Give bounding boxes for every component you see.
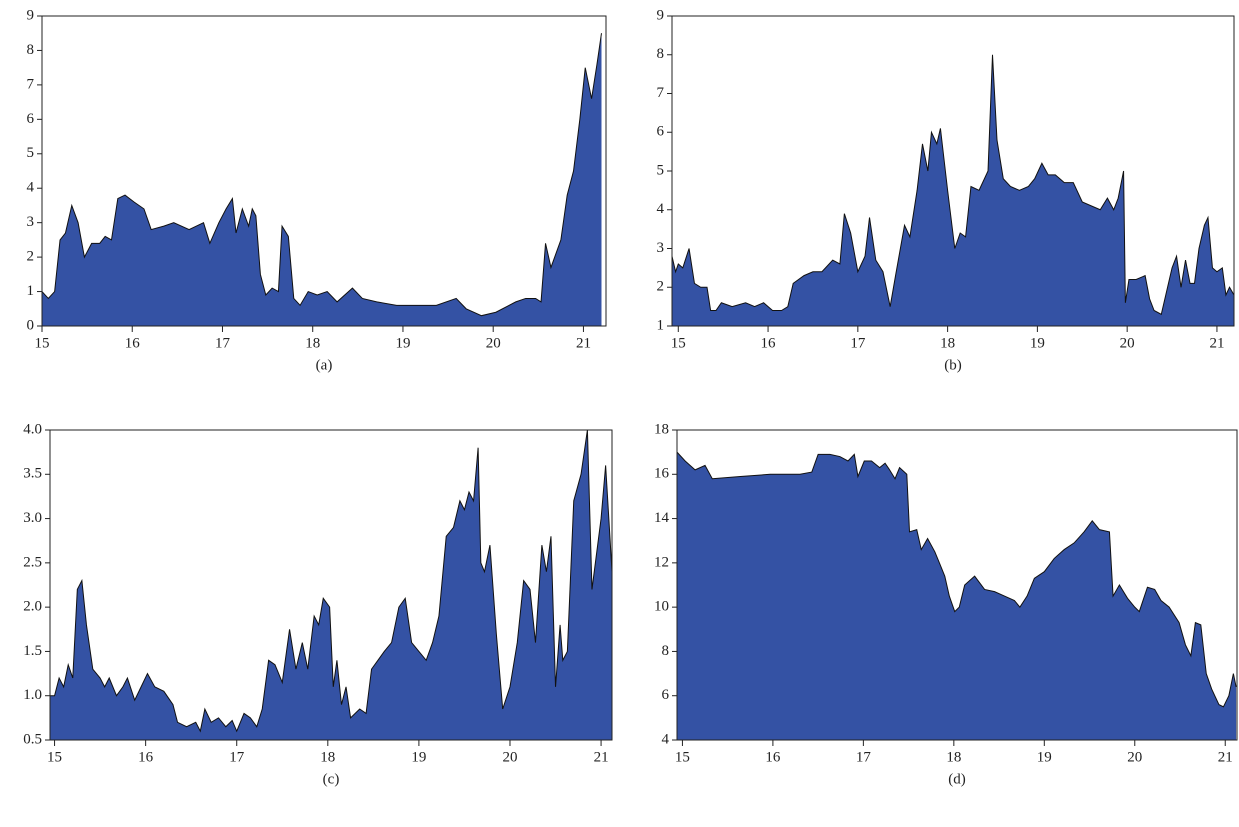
x-tick-label: 16 bbox=[761, 335, 777, 351]
caption: (d) bbox=[948, 771, 966, 787]
y-tick-label: 6 bbox=[27, 111, 35, 127]
x-tick-label: 21 bbox=[1209, 335, 1224, 351]
y-tick-label: 1 bbox=[27, 283, 35, 299]
y-tick-label: 1 bbox=[657, 317, 665, 333]
area-outline bbox=[41, 33, 602, 317]
y-tick-label: 9 bbox=[27, 7, 35, 23]
y-tick-label: 1.5 bbox=[23, 643, 42, 659]
y-tick-label: 2 bbox=[27, 249, 35, 265]
x-tick-label: 18 bbox=[946, 749, 961, 765]
y-tick-label: 2.0 bbox=[23, 599, 42, 615]
caption: (c) bbox=[323, 771, 340, 787]
x-tick-label: 21 bbox=[1218, 749, 1233, 765]
y-tick-label: 6 bbox=[657, 124, 665, 140]
x-tick-label: 16 bbox=[765, 749, 781, 765]
plot-frame bbox=[49, 429, 613, 741]
x-tick-label: 18 bbox=[320, 749, 335, 765]
y-tick-label: 1.0 bbox=[23, 687, 42, 703]
area-outline bbox=[671, 54, 1235, 316]
x-tick-label: 16 bbox=[138, 749, 154, 765]
caption: (b) bbox=[944, 357, 962, 373]
y-tick-label: 14 bbox=[654, 510, 670, 526]
y-tick-label: 3.5 bbox=[23, 466, 42, 482]
plot-frame bbox=[676, 429, 1238, 741]
y-tick-label: 0.5 bbox=[23, 731, 42, 747]
y-tick-label: 5 bbox=[657, 162, 665, 178]
area bbox=[50, 430, 612, 740]
y-tick-label: 0 bbox=[27, 317, 35, 333]
x-tick-label: 20 bbox=[1127, 749, 1142, 765]
plot-frame bbox=[41, 15, 607, 327]
x-tick-label: 16 bbox=[125, 335, 141, 351]
caption: (a) bbox=[316, 357, 333, 373]
y-tick-label: 3 bbox=[27, 214, 35, 230]
x-tick-label: 15 bbox=[47, 749, 62, 765]
x-tick-label: 15 bbox=[35, 335, 50, 351]
y-tick-label: 5 bbox=[27, 145, 35, 161]
y-tick-label: 7 bbox=[657, 85, 665, 101]
x-tick-label: 21 bbox=[594, 749, 609, 765]
area-outline bbox=[676, 451, 1237, 708]
y-tick-label: 8 bbox=[657, 46, 665, 62]
area bbox=[672, 54, 1234, 326]
y-tick-label: 8 bbox=[662, 643, 670, 659]
y-tick-label: 4 bbox=[657, 201, 665, 217]
y-tick-label: 2 bbox=[657, 279, 665, 295]
y-tick-label: 12 bbox=[654, 554, 669, 570]
x-tick-label: 20 bbox=[1120, 335, 1135, 351]
x-tick-label: 20 bbox=[486, 335, 501, 351]
x-tick-label: 18 bbox=[940, 335, 955, 351]
y-tick-label: 3.0 bbox=[23, 510, 42, 526]
x-tick-label: 17 bbox=[229, 749, 245, 765]
x-tick-label: 19 bbox=[395, 335, 410, 351]
area-outline bbox=[50, 429, 613, 733]
x-tick-label: 19 bbox=[411, 749, 426, 765]
y-tick-label: 3 bbox=[657, 240, 665, 256]
y-tick-label: 4.0 bbox=[23, 421, 42, 437]
x-tick-label: 17 bbox=[215, 335, 231, 351]
y-tick-label: 18 bbox=[654, 421, 669, 437]
x-tick-label: 17 bbox=[850, 335, 866, 351]
y-tick-label: 9 bbox=[657, 7, 665, 23]
x-tick-label: 15 bbox=[671, 335, 686, 351]
y-tick-label: 16 bbox=[654, 466, 670, 482]
y-tick-label: 8 bbox=[27, 42, 35, 58]
x-tick-label: 19 bbox=[1030, 335, 1045, 351]
area bbox=[677, 452, 1237, 740]
y-tick-label: 4 bbox=[27, 180, 35, 196]
x-tick-label: 19 bbox=[1037, 749, 1052, 765]
y-tick-label: 7 bbox=[27, 76, 35, 92]
x-tick-label: 17 bbox=[856, 749, 872, 765]
y-tick-label: 10 bbox=[654, 599, 669, 615]
area bbox=[42, 33, 602, 326]
x-tick-label: 21 bbox=[576, 335, 591, 351]
x-tick-label: 18 bbox=[305, 335, 320, 351]
y-tick-label: 2.5 bbox=[23, 554, 42, 570]
y-tick-label: 6 bbox=[662, 687, 670, 703]
x-tick-label: 20 bbox=[502, 749, 517, 765]
x-tick-label: 15 bbox=[675, 749, 690, 765]
y-tick-label: 4 bbox=[662, 731, 670, 747]
